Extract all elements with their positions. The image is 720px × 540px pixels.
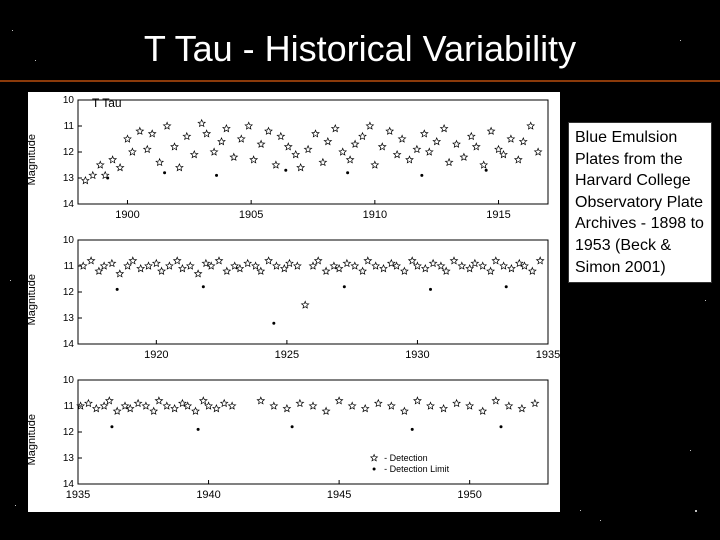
svg-text:1920: 1920: [144, 349, 168, 361]
svg-text:11: 11: [64, 261, 75, 272]
svg-text:11: 11: [64, 401, 75, 412]
svg-text:1900: 1900: [115, 209, 139, 221]
svg-text:13: 13: [63, 313, 75, 324]
svg-text:13: 13: [63, 453, 75, 464]
svg-text:1905: 1905: [239, 209, 263, 221]
svg-text:12: 12: [63, 287, 75, 298]
svg-text:1945: 1945: [327, 489, 351, 501]
ylabel: Magnitude: [26, 274, 38, 325]
svg-text:- Detection Limit: - Detection Limit: [384, 464, 450, 474]
svg-text:- Detection: - Detection: [384, 453, 428, 463]
svg-text:10: 10: [63, 95, 75, 106]
svg-text:1940: 1940: [196, 489, 220, 501]
svg-text:1935: 1935: [66, 489, 90, 501]
svg-text:14: 14: [63, 339, 75, 350]
svg-text:12: 12: [63, 147, 75, 158]
svg-text:10: 10: [63, 375, 75, 386]
svg-text:12: 12: [63, 427, 75, 438]
panel-3: Magnitude10111213141935194019451950- Det…: [28, 372, 560, 512]
svg-text:1930: 1930: [405, 349, 429, 361]
svg-text:1950: 1950: [457, 489, 481, 501]
lightcurve-figure: T Tau Magnitude1011121314190019051910191…: [28, 92, 560, 512]
panel-1: Magnitude 10 11 12 13 14 1900 1905 1910 1915: [28, 92, 560, 232]
svg-text:1925: 1925: [275, 349, 299, 361]
svg-text:1915: 1915: [486, 209, 510, 221]
panel-2: Magnitude 10 11 12 13 14 1920 1925 1930 1935: [28, 232, 560, 372]
svg-text:11: 11: [64, 121, 75, 132]
svg-text:13: 13: [63, 173, 75, 184]
svg-text:1910: 1910: [363, 209, 387, 221]
svg-text:10: 10: [63, 235, 75, 246]
svg-text:14: 14: [63, 199, 75, 210]
title-divider: [0, 80, 720, 82]
svg-text:1935: 1935: [536, 349, 560, 361]
ylabel: Magnitude: [26, 414, 38, 465]
ylabel: Magnitude: [26, 134, 38, 185]
slide-title: T Tau - Historical Variability: [0, 28, 720, 70]
caption-box: Blue Emulsion Plates from the Harvard Co…: [568, 122, 712, 283]
